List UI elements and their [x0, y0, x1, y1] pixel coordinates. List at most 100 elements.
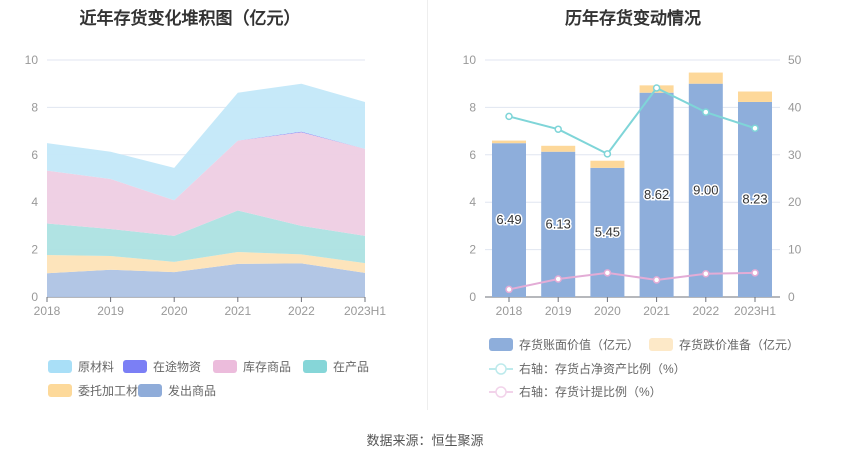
- bar-value-label: 6.49: [496, 212, 521, 227]
- y-tick-label: 4: [31, 195, 38, 209]
- legend-swatch: [213, 360, 237, 373]
- legend-label: 存货账面价值（亿元）: [519, 338, 640, 352]
- legend-label: 右轴：存货计提比例（%）: [519, 385, 662, 399]
- bar-book-value: [738, 101, 772, 297]
- x-tick-label: 2021: [224, 304, 251, 318]
- bar-value-label: 9.00: [693, 182, 718, 197]
- line-point: [652, 276, 661, 284]
- y2-tick-label: 0: [788, 290, 795, 304]
- bar-value-label: 8.62: [644, 187, 669, 202]
- bar-value-label: 8.23: [742, 191, 767, 206]
- x-tick-label: 2020: [161, 304, 188, 318]
- legend-line-icon: [489, 362, 513, 375]
- bar-provision: [590, 160, 625, 168]
- legend-label: 原材料: [78, 360, 115, 374]
- divider: [427, 0, 428, 410]
- legend-item[interactable]: 存货账面价值（亿元）: [489, 336, 639, 353]
- x-tick-label: 2018: [496, 304, 523, 318]
- line-右轴：存货计提比例（%）: [508, 271, 756, 291]
- x-tick-label: 2018: [34, 304, 61, 318]
- y-tick-label: 10: [25, 53, 39, 67]
- line-point: [702, 270, 710, 278]
- bar-provision: [688, 72, 723, 84]
- y-tick-label: 4: [469, 195, 476, 209]
- legend-item[interactable]: 在途物资: [123, 358, 201, 375]
- legend-item[interactable]: 存货跌价准备（亿元）: [649, 336, 799, 353]
- area-库存商品: [47, 132, 365, 236]
- legend-item[interactable]: 原材料: [48, 358, 114, 375]
- legend-swatch: [489, 338, 513, 351]
- x-tick-label: 2019: [545, 304, 572, 318]
- legend-swatch: [123, 360, 147, 373]
- legend-label: 发出商品: [168, 384, 217, 398]
- bar-book-value: [639, 92, 674, 298]
- y-tick-label: 2: [31, 243, 38, 257]
- legend-item[interactable]: 右轴：存货计提比例（%）: [489, 383, 662, 400]
- y-tick-label: 8: [469, 100, 476, 114]
- x-tick-label: 2023H1: [734, 304, 776, 318]
- y-tick-label: 0: [469, 290, 476, 304]
- y-tick-label: 6: [469, 148, 476, 162]
- line-point: [603, 269, 612, 277]
- bar-provision: [541, 145, 576, 152]
- data-source: 数据来源：恒生聚源: [366, 433, 484, 448]
- legend-label: 在产品: [333, 360, 370, 374]
- legend-label: 右轴：存货占净资产比例（%）: [519, 362, 686, 376]
- bar-provision: [492, 140, 526, 144]
- right-chart-title: 历年存货变动情况: [565, 9, 701, 28]
- y-tick-label: 2: [469, 243, 476, 257]
- x-tick-label: 2020: [594, 304, 621, 318]
- legend-item[interactable]: 在产品: [303, 358, 369, 375]
- legend-swatch: [303, 360, 327, 373]
- bar-book-value: [492, 143, 526, 297]
- y-tick-label: 6: [31, 148, 38, 162]
- line-point: [652, 84, 661, 92]
- line-右轴：存货占净资产比例（%）: [508, 86, 756, 156]
- area-委托加工材料: [47, 251, 365, 274]
- line-point: [554, 275, 562, 283]
- y-tick-label: 10: [463, 53, 477, 67]
- legend-swatch: [48, 360, 72, 373]
- line-point: [554, 125, 562, 133]
- bar-provision: [738, 91, 772, 102]
- line-point: [702, 108, 710, 116]
- legend-swatch: [48, 384, 72, 397]
- legend-item[interactable]: 库存商品: [213, 358, 291, 375]
- legend-label: 在途物资: [153, 360, 202, 374]
- legend-item[interactable]: 委托加工材料: [48, 382, 150, 399]
- bar-book-value: [688, 83, 723, 297]
- line-point: [751, 269, 759, 277]
- legend-swatch: [649, 338, 673, 351]
- y2-tick-label: 20: [788, 195, 802, 209]
- line-point: [505, 112, 513, 121]
- line-point: [603, 150, 612, 158]
- legend-swatch: [138, 384, 162, 397]
- bar-book-value: [541, 151, 576, 297]
- y2-tick-label: 40: [788, 100, 802, 114]
- y2-tick-label: 50: [788, 53, 802, 67]
- legend-line-icon: [489, 385, 513, 398]
- area-发出商品: [47, 263, 365, 297]
- left-chart-title: 近年存货变化堆积图（亿元）: [79, 9, 301, 28]
- y-tick-label: 8: [31, 100, 38, 114]
- x-tick-label: 2022: [692, 304, 719, 318]
- legend-item[interactable]: 右轴：存货占净资产比例（%）: [489, 360, 686, 377]
- line-point: [751, 124, 759, 133]
- x-tick-label: 2019: [97, 304, 124, 318]
- legend-item[interactable]: 发出商品: [138, 382, 216, 399]
- legend-label: 存货跌价准备（亿元）: [679, 338, 800, 352]
- y-tick-label: 0: [31, 290, 38, 304]
- legend-label: 库存商品: [243, 360, 292, 374]
- area-原材料: [47, 83, 365, 201]
- bar-value-label: 6.13: [546, 216, 571, 231]
- legend-label: 委托加工材料: [78, 384, 151, 398]
- y2-tick-label: 10: [788, 243, 802, 257]
- x-tick-label: 2022: [288, 304, 315, 318]
- bar-value-label: 5.45: [595, 224, 620, 239]
- line-point: [505, 285, 513, 294]
- x-tick-label: 2021: [643, 304, 670, 318]
- y2-tick-label: 30: [788, 148, 802, 162]
- x-tick-label: 2023H1: [344, 304, 386, 318]
- area-在产品: [47, 210, 365, 264]
